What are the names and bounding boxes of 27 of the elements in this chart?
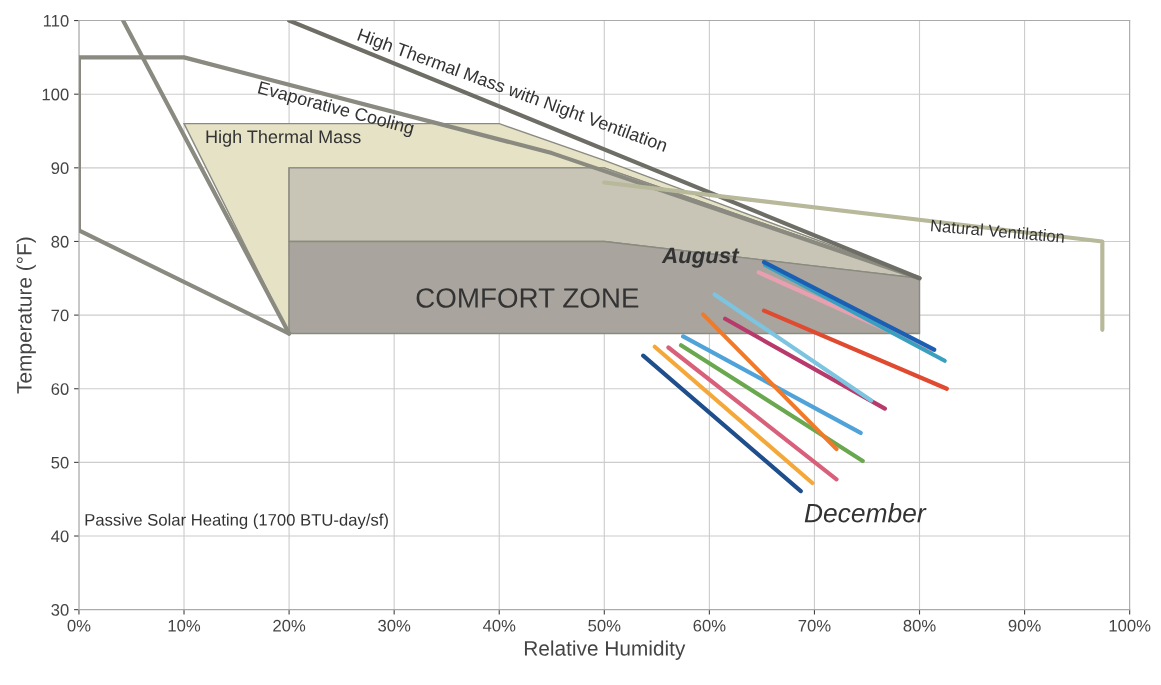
annotation: Passive Solar Heating (1700 BTU-day/sf) xyxy=(85,513,388,530)
x-tick-label: 30% xyxy=(378,619,411,632)
x-tick-label: 90% xyxy=(1008,619,1041,632)
x-tick-label: 40% xyxy=(482,619,516,632)
y-tick-label: 90 xyxy=(51,162,69,175)
y-tick-label: 110 xyxy=(43,14,69,27)
y-tick-label: 30 xyxy=(51,604,69,616)
annotation: August xyxy=(661,247,740,268)
x-tick-label: 50% xyxy=(588,619,621,632)
annotation: COMFORT ZONE xyxy=(416,288,639,308)
x-tick-label: 80% xyxy=(903,619,936,632)
x-tick-label: 20% xyxy=(273,619,306,632)
x-tick-label: 70% xyxy=(798,619,831,632)
x-tick-label: 60% xyxy=(693,619,726,632)
x-tick-label: 10% xyxy=(168,619,201,632)
x-axis-title: Relative Humidity xyxy=(524,640,686,660)
y-tick-label: 70 xyxy=(51,309,69,322)
y-tick-label: 80 xyxy=(51,235,69,248)
annotation: December xyxy=(804,503,927,523)
x-tick-label: 100% xyxy=(1109,619,1151,632)
y-axis-title: Temperature (°F) xyxy=(16,237,36,394)
x-tick-label: 0% xyxy=(67,619,91,632)
y-tick-label: 50 xyxy=(51,456,69,469)
y-tick-label: 100 xyxy=(42,88,69,101)
y-tick-label: 40 xyxy=(51,530,69,543)
y-tick-label: 60 xyxy=(51,383,69,395)
annotation: Natural Ventilation xyxy=(930,219,1065,243)
